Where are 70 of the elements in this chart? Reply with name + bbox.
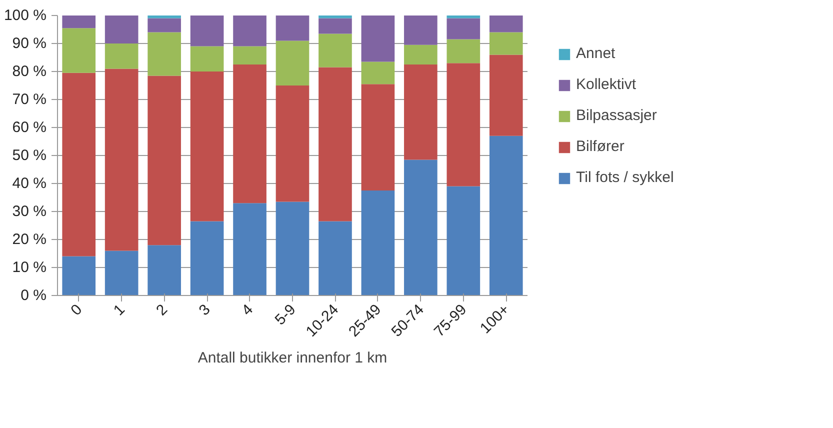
x-tick-label: 3 [196, 301, 214, 320]
bar [148, 16, 181, 18]
y-tick-label: 100 % [4, 7, 47, 24]
bar [62, 72, 96, 256]
bar [233, 203, 266, 296]
bar [233, 64, 266, 204]
bar [489, 32, 523, 55]
legend-label: Kollektivt [576, 76, 636, 93]
bar [404, 64, 438, 160]
bar [104, 68, 138, 251]
y-tick-label: 10 % [12, 259, 47, 276]
legend-label: Annet [576, 45, 616, 62]
bar [190, 16, 224, 46]
bar [62, 16, 96, 28]
bar [361, 16, 395, 62]
x-tick-label: 5-9 [272, 301, 300, 329]
bar [361, 62, 395, 84]
bar [104, 250, 138, 296]
bar [276, 202, 310, 296]
y-tick-label: 30 % [12, 203, 47, 220]
bar [489, 136, 523, 296]
x-axis-title: Antall butikker innenfor 1 km [198, 349, 388, 366]
bar [404, 16, 438, 45]
bar [446, 63, 480, 186]
bar [190, 46, 224, 72]
legend-label: Bilfører [576, 138, 624, 155]
bar [190, 72, 224, 222]
y-tick-label: 60 % [12, 119, 47, 136]
bar [489, 16, 523, 32]
bar [318, 18, 352, 34]
bar [361, 190, 395, 296]
x-tick-label: 0 [68, 301, 86, 320]
bar [148, 32, 181, 76]
x-tick-label: 1 [110, 301, 128, 320]
bar [276, 86, 310, 202]
bar [233, 46, 266, 64]
x-tick-label: 2 [153, 301, 172, 320]
bar [233, 16, 266, 46]
legend-label: Bilpassasjer [576, 107, 657, 124]
bar [104, 44, 138, 69]
bar [318, 221, 352, 296]
y-tick-label: 90 % [12, 35, 47, 52]
y-tick-label: 70 % [12, 91, 47, 108]
bar [361, 84, 395, 190]
bar [62, 256, 96, 296]
bar [318, 34, 352, 68]
bar [148, 76, 181, 246]
bar [276, 40, 310, 86]
bar [404, 44, 438, 64]
bar [446, 18, 480, 40]
y-tick-label: 40 % [12, 175, 47, 192]
bar [446, 186, 480, 296]
x-tick-label: 4 [238, 301, 256, 320]
bar [62, 28, 96, 73]
bar [148, 18, 181, 32]
bar [318, 16, 352, 18]
bar [276, 16, 310, 41]
bar [446, 39, 480, 64]
y-tick-label: 20 % [12, 231, 47, 248]
y-tick-label: 0 % [20, 287, 47, 304]
legend-label: Til fots / sykkel [576, 169, 674, 186]
bar [190, 221, 224, 296]
y-tick-label: 50 % [12, 147, 47, 164]
bar [104, 16, 138, 44]
y-tick-label: 80 % [12, 63, 47, 80]
bar [489, 54, 523, 136]
bar [446, 16, 480, 18]
bar [318, 67, 352, 222]
bar [404, 160, 438, 296]
bar [148, 245, 181, 296]
